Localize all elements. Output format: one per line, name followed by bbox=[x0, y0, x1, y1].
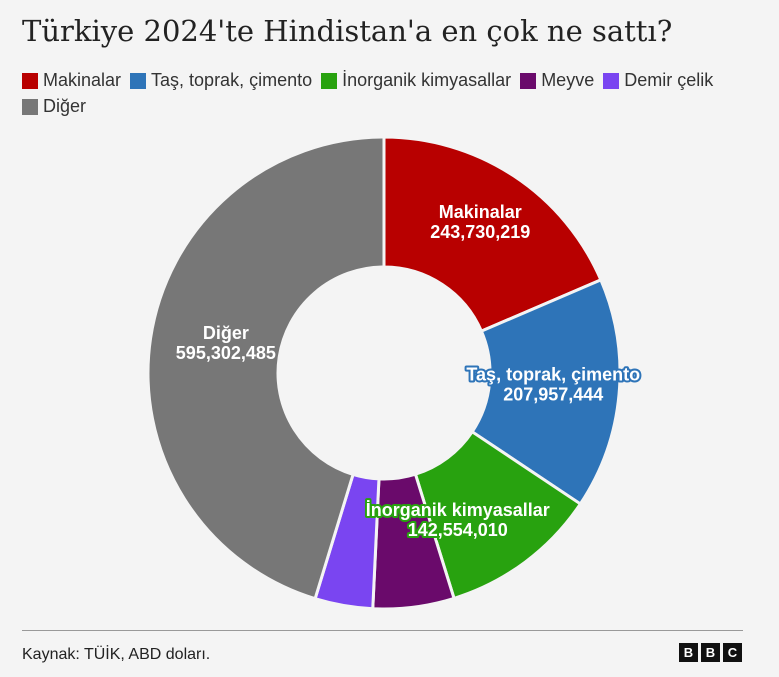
legend-label: Taş, toprak, çimento bbox=[151, 70, 313, 90]
legend-label: Diğer bbox=[43, 96, 87, 116]
legend-label: Makinalar bbox=[43, 70, 122, 90]
donut-label-value: 595,302,485 bbox=[176, 343, 276, 363]
legend-item: Diğer bbox=[22, 96, 86, 117]
legend-item: İnorganik kimyasallar bbox=[321, 70, 511, 91]
legend-swatch bbox=[22, 72, 38, 89]
legend-label: Meyve bbox=[541, 70, 595, 90]
bbc-logo: B B C bbox=[679, 643, 742, 662]
legend-label: Demir çelik bbox=[624, 70, 714, 90]
legend-swatch bbox=[22, 98, 38, 115]
source-note: Kaynak: TÜİK, ABD doları. bbox=[22, 646, 211, 663]
chart-title: Türkiye 2024'te Hindistan'a en çok ne sa… bbox=[22, 14, 673, 48]
legend-swatch bbox=[130, 72, 147, 89]
donut-slice bbox=[382, 135, 603, 333]
donut-label-name: Taş, toprak, çimento bbox=[466, 364, 640, 384]
bbc-logo-letter: B bbox=[679, 643, 698, 662]
donut-label-value: 243,730,219 bbox=[430, 222, 530, 242]
donut-label-name: Makinalar bbox=[439, 202, 522, 222]
legend-swatch bbox=[321, 72, 338, 89]
footer-divider bbox=[22, 630, 743, 631]
donut-label-name: Diğer bbox=[203, 323, 249, 343]
legend-swatch bbox=[603, 72, 620, 89]
legend-item: Meyve bbox=[520, 70, 594, 91]
legend-label: İnorganik kimyasallar bbox=[342, 70, 512, 90]
donut-slice bbox=[470, 278, 622, 506]
donut-label-name: İnorganik kimyasallar bbox=[366, 500, 550, 520]
bbc-logo-letter: B bbox=[701, 643, 720, 662]
legend-swatch bbox=[520, 72, 537, 89]
legend-item: Demir çelik bbox=[603, 70, 713, 91]
donut-slice bbox=[146, 135, 386, 601]
legend-item: Taş, toprak, çimento bbox=[130, 70, 312, 91]
bbc-logo-letter: C bbox=[723, 643, 742, 662]
donut-label-value: 142,554,010 bbox=[408, 520, 508, 540]
chart-legend: Makinalar Taş, toprak, çimento İnorganik k… bbox=[22, 70, 752, 117]
legend-item: Makinalar bbox=[22, 70, 121, 91]
donut-label-value: 207,957,444 bbox=[503, 384, 603, 404]
